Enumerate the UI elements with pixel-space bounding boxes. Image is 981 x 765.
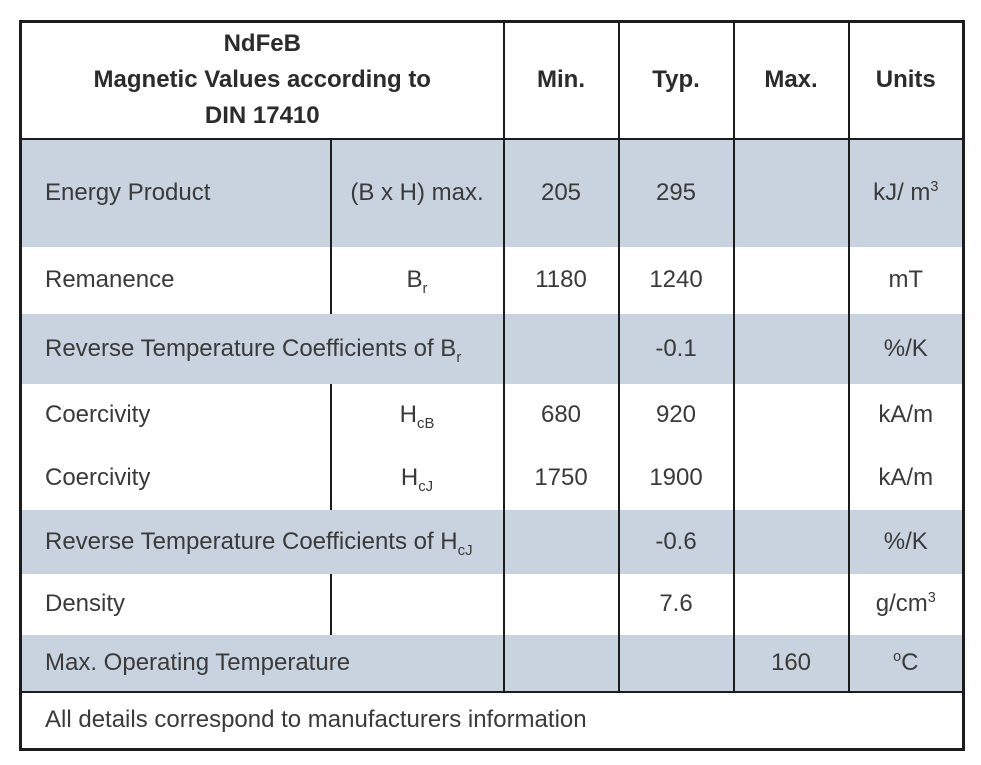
row-min-value: 1750: [502, 446, 619, 510]
row-typ-value: 1240: [617, 246, 734, 314]
row-min-value: [502, 509, 619, 574]
table-row-density: Density 7.6 g/cm3: [21, 573, 964, 635]
row-symbol: (B x H) max.: [329, 138, 504, 247]
table-header-row: NdFeB Magnetic Values according to DIN 1…: [20, 21, 964, 140]
table-footer-row: All details correspond to manufacturers …: [20, 690, 964, 750]
row-name: Energy Product: [20, 138, 331, 247]
footer-note: All details correspond to manufacturers …: [20, 690, 964, 750]
title-line-2: Magnetic Values according to: [93, 66, 431, 94]
row-units: kA/m: [847, 446, 964, 510]
row-name: Reverse Temperature Coefficients of HcJ: [20, 509, 504, 574]
row-name: Coercivity: [45, 464, 151, 491]
table-row-remanence: Remanence Br 1180 1240 mT: [21, 246, 964, 314]
row-name: Max. Operating Temperature: [20, 634, 504, 692]
row-units: oC: [847, 634, 964, 692]
row-min-value: [502, 573, 619, 635]
row-min-value: 205: [502, 138, 619, 247]
row-name: Remanence: [45, 266, 175, 293]
row-typ-value: -0.6: [617, 509, 734, 574]
row-typ-value: [617, 634, 734, 692]
row-max-value: [732, 313, 849, 384]
column-header-typ: Typ.: [617, 21, 734, 140]
symbol-subscript: cJ: [418, 478, 434, 495]
row-min-value: 1180: [502, 246, 619, 314]
row-min-value: [502, 634, 619, 692]
table-title: NdFeB Magnetic Values according to DIN 1…: [20, 21, 504, 140]
symbol-subscript: cB: [417, 415, 435, 432]
row-typ-value: -0.1: [617, 313, 734, 384]
row-typ-value: 7.6: [617, 573, 734, 635]
row-units: mT: [847, 246, 964, 314]
symbol-subscript: r: [422, 280, 428, 297]
row-typ-value: 295: [617, 138, 734, 247]
table-row-max-operating-temperature: Max. Operating Temperature 160 oC: [20, 634, 964, 692]
unit-superscript-pre: o: [893, 648, 902, 665]
row-units: %/K: [847, 313, 964, 384]
row-name: Reverse Temperature Coefficients of Br: [20, 313, 504, 384]
row-symbol: [329, 573, 504, 635]
table-row-coercivity-hcb: Coercivity HcB 680 920 kA/m: [21, 383, 964, 447]
row-units: %/K: [847, 509, 964, 574]
row-symbol: HcB: [329, 383, 504, 447]
row-max-value: [732, 509, 849, 574]
row-max-value: [732, 383, 849, 447]
name-subscript: cJ: [457, 542, 473, 559]
row-name: Density: [45, 590, 126, 617]
row-max-value: [732, 138, 849, 247]
name-subscript: r: [456, 349, 462, 366]
column-header-units: Units: [847, 21, 964, 140]
row-min-value: [502, 313, 619, 384]
row-units: kA/m: [847, 383, 964, 447]
row-name: Coercivity: [45, 401, 151, 428]
table-row-rtc-br: Reverse Temperature Coefficients of Br -…: [20, 313, 964, 384]
row-max-value: [732, 446, 849, 510]
row-max-value: [732, 573, 849, 635]
row-max-value: [732, 246, 849, 314]
title-line-1: NdFeB: [223, 30, 301, 58]
column-header-min: Min.: [502, 21, 619, 140]
table-row-coercivity-hcj: Coercivity HcJ 1750 1900 kA/m: [21, 446, 964, 510]
unit-superscript: 3: [927, 590, 936, 606]
table-row-rtc-hcj: Reverse Temperature Coefficients of HcJ …: [20, 509, 964, 574]
magnetic-values-table: NdFeB Magnetic Values according to DIN 1…: [19, 20, 966, 751]
row-symbol: Br: [329, 246, 504, 314]
row-typ-value: 920: [617, 383, 734, 447]
row-min-value: 680: [502, 383, 619, 447]
row-units: g/cm3: [847, 573, 964, 635]
row-symbol: HcJ: [329, 446, 504, 510]
row-max-value: 160: [732, 634, 849, 692]
table-row-energy-product: Energy Product (B x H) max. 205 295 kJ/ …: [20, 138, 964, 247]
title-line-3: DIN 17410: [204, 102, 320, 130]
unit-superscript: 3: [930, 179, 939, 195]
row-typ-value: 1900: [617, 446, 734, 510]
column-header-max: Max.: [732, 21, 849, 140]
row-units: kJ/ m3: [847, 138, 964, 247]
